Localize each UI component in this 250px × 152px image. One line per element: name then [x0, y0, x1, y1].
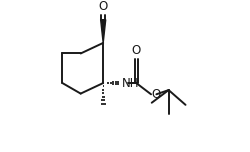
- Polygon shape: [101, 20, 106, 43]
- Text: O: O: [152, 88, 161, 101]
- Text: O: O: [132, 44, 141, 57]
- Text: NH: NH: [122, 76, 139, 90]
- Text: O: O: [98, 0, 108, 13]
